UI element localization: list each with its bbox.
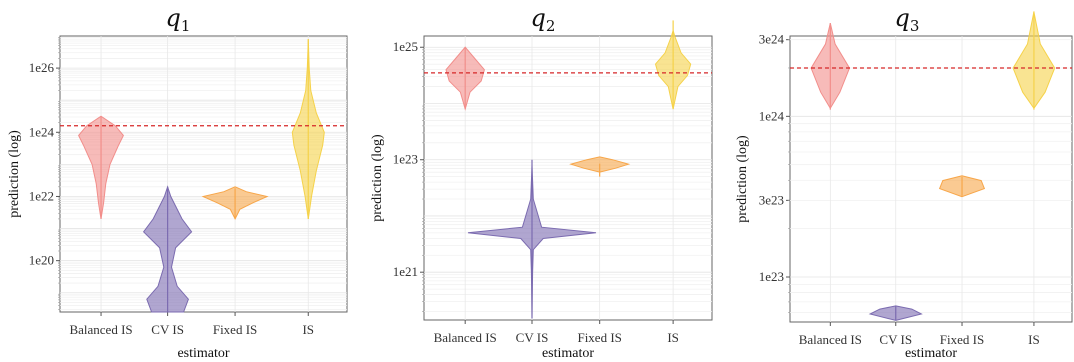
y-tick-label: 1e26 xyxy=(29,60,55,75)
panel-title-subscript: 2 xyxy=(546,17,556,35)
violin-is xyxy=(1012,11,1056,110)
violin-cv-is xyxy=(868,305,923,321)
chart-panel-3: 1e23 3e23 1e24 3e24 Balanced IS CV IS Fixed IS… xyxy=(735,4,1073,361)
x-tick-label: IS xyxy=(1028,332,1040,347)
x-tick-label: CV IS xyxy=(879,332,912,347)
y-axis-label: prediction (log) xyxy=(370,134,385,222)
chart-panel-2: 1e21 1e23 1e25 Balanced IS CV IS Fixed IS IS q2… xyxy=(370,4,713,361)
y-tick-label: 3e23 xyxy=(759,192,784,207)
y-tick-label: 1e23 xyxy=(393,152,418,167)
y-tick-label: 1e24 xyxy=(29,124,55,139)
panel-title-subscript: 3 xyxy=(910,17,920,35)
x-tick-label: Balanced IS xyxy=(434,330,497,345)
x-tick-label: Balanced IS xyxy=(799,332,862,347)
y-tick-label: 1e23 xyxy=(759,269,784,284)
panel-title: q2 xyxy=(531,4,556,35)
violin-balanced-is xyxy=(445,46,485,111)
chart-panel-1: 1e20 1e22 1e24 1e26 Balanced IS CV IS Fixed IS… xyxy=(7,4,348,361)
x-tick-label: IS xyxy=(302,322,314,337)
panel-title: q3 xyxy=(895,4,920,35)
x-tick-label: Fixed IS xyxy=(940,332,984,347)
panel-title-base: q xyxy=(895,4,910,32)
panel-title-base: q xyxy=(166,4,181,32)
y-tick-label: 3e24 xyxy=(759,32,785,47)
violin-cv-is xyxy=(467,165,597,318)
y-tick-label: 1e20 xyxy=(29,253,54,268)
x-tick-label: Fixed IS xyxy=(577,330,621,345)
x-axis-label: estimator xyxy=(542,346,594,361)
y-tick-label: 1e21 xyxy=(393,264,418,279)
y-axis-label: prediction (log) xyxy=(735,135,750,223)
x-tick-label: CV IS xyxy=(151,322,184,337)
x-axis-label: estimator xyxy=(905,346,957,361)
violin-fixed-is xyxy=(201,186,269,221)
y-axis-label: prediction (log) xyxy=(7,130,22,218)
violin-is xyxy=(291,39,325,219)
panel-title: q1 xyxy=(166,4,191,35)
y-tick-label: 1e24 xyxy=(759,108,785,123)
x-tick-label: IS xyxy=(667,330,679,345)
violin-cv-is xyxy=(142,185,193,313)
y-tick-label: 1e25 xyxy=(393,39,418,54)
violin-fixed-is xyxy=(569,156,631,173)
y-tick-label: 1e22 xyxy=(29,188,54,203)
violin-balanced-is xyxy=(78,115,124,219)
panel-title-subscript: 1 xyxy=(181,17,191,35)
gridlines xyxy=(790,36,1072,322)
violin-fixed-is xyxy=(938,175,986,198)
violin-is xyxy=(654,28,692,110)
violin-balanced-is xyxy=(810,22,851,110)
x-axis-label: estimator xyxy=(177,346,229,361)
x-tick-label: Balanced IS xyxy=(69,322,132,337)
panel-title-base: q xyxy=(531,4,546,32)
x-tick-label: Fixed IS xyxy=(213,322,257,337)
x-tick-label: CV IS xyxy=(516,330,549,345)
